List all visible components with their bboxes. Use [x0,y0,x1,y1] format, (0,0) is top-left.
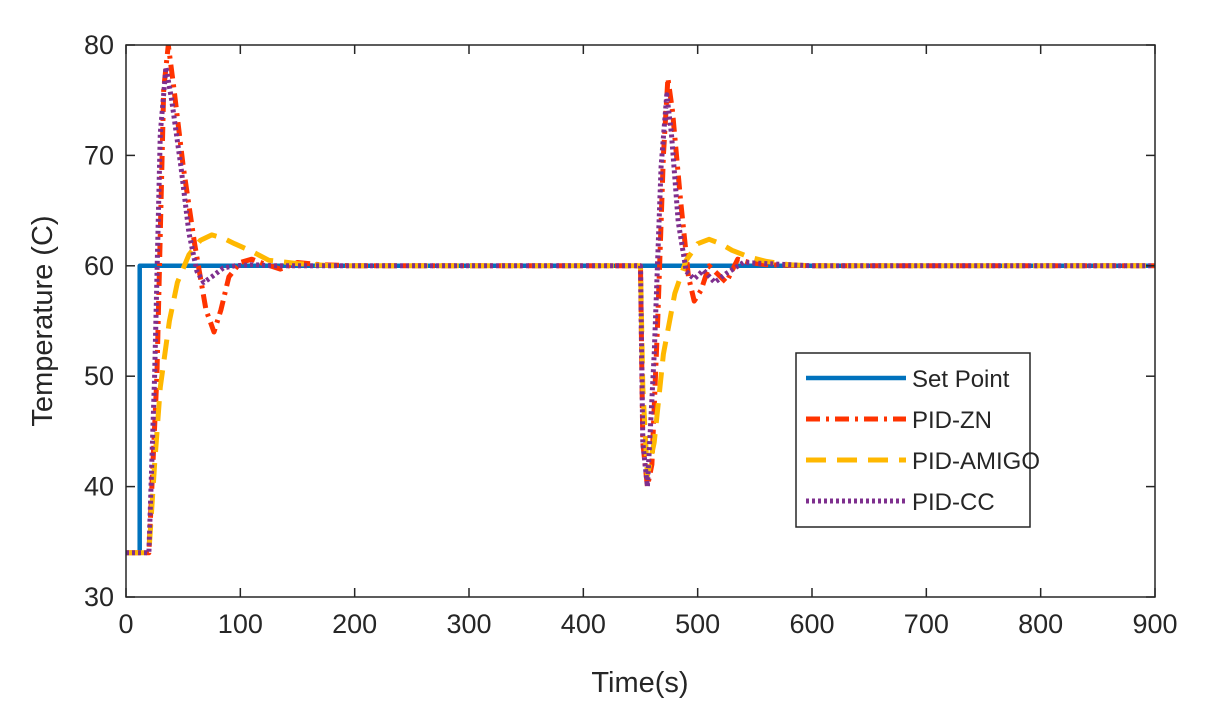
x-tick-label: 800 [1018,609,1063,639]
x-axis-label: Time(s) [591,667,688,699]
legend-label: PID-AMIGO [912,448,1040,475]
y-tick-label: 30 [84,582,114,612]
y-tick-label: 60 [84,251,114,281]
legend-label: Set Point [912,366,1010,393]
legend-box [795,352,1031,528]
tick-layer: 0 100 200 300 400 500 600 700 800 900 30 40 50 60 70 80 [84,30,1178,639]
x-tick-label: 400 [561,609,606,639]
x-tick-label: 700 [904,609,949,639]
y-axis-label: Temperature (C) [27,215,59,426]
plot-frame [125,44,1156,598]
series-line-pid-amigo [126,232,1155,556]
legend-label: PID-CC [912,489,995,516]
x-tick-label: 500 [675,609,720,639]
y-tick-label: 40 [84,472,114,502]
y-tick-label: 80 [84,30,114,60]
legend: Set Point PID-ZN PID-AMIGO PID-CC [795,352,1040,528]
y-tick-label: 70 [84,140,114,170]
series-line-pid-zn [126,45,1155,556]
x-tick-label: 300 [446,609,491,639]
x-tick-label: 600 [789,609,834,639]
x-tick-label: 200 [332,609,377,639]
x-tick-label: 100 [218,609,263,639]
series-layer [126,45,1155,556]
legend-label: PID-ZN [912,407,992,434]
series-line-pid-cc [126,64,1155,556]
y-tick-label: 50 [84,361,114,391]
x-tick-label: 900 [1132,609,1177,639]
x-tick-label: 0 [118,609,133,639]
